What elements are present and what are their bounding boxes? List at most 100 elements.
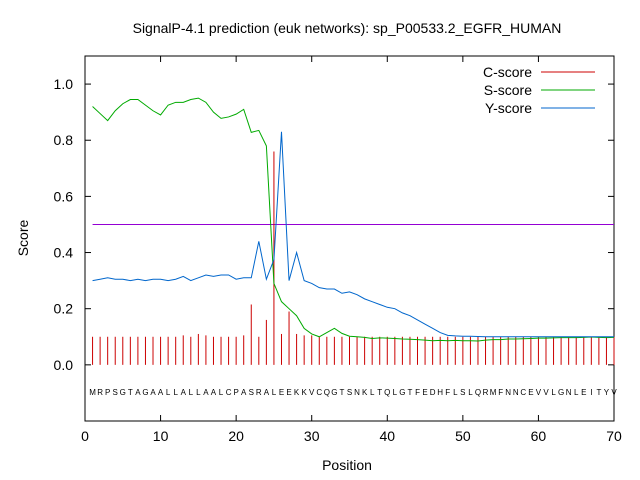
sequence-letter: L — [166, 388, 171, 397]
sequence-letter: E — [581, 388, 586, 397]
sequence-letter: L — [196, 388, 201, 397]
sequence-letter: N — [513, 388, 519, 397]
y-tick-label: 0.6 — [54, 188, 74, 204]
sequence-letter: M — [490, 388, 497, 397]
sequence-letter: K — [294, 388, 300, 397]
sequence-letter: E — [279, 388, 284, 397]
sequence-letter: S — [113, 388, 118, 397]
sequence-letter: L — [219, 388, 224, 397]
sequence-letter: R — [256, 388, 262, 397]
sequence-letter: L — [468, 388, 473, 397]
y-tick-label: 0.8 — [54, 132, 74, 148]
sequence-letter: I — [590, 388, 592, 397]
s-score-series — [92, 97, 615, 342]
sequence-letter: L — [370, 388, 375, 397]
sequence-letter: Y — [604, 388, 610, 397]
c-score-series — [92, 151, 615, 365]
y-tick-label: 0.4 — [54, 245, 74, 261]
sequence-letter: S — [249, 388, 254, 397]
sequence-letter: T — [339, 388, 344, 397]
x-tick-label: 50 — [455, 428, 471, 444]
y-score-line — [92, 131, 614, 338]
sequence-letter: C — [316, 388, 322, 397]
sequence-letter: P — [233, 388, 238, 397]
sequence-letter: N — [505, 388, 511, 397]
axis-ticks: 0 10 20 30 40 50 60 70 0.0 0.2 0.4 0.6 0.8 1.0 — [54, 56, 622, 444]
sequence-letter: V — [611, 388, 617, 397]
sequence-letter: S — [347, 388, 352, 397]
sequence-letter: A — [150, 388, 156, 397]
legend-label: C-score — [483, 64, 532, 80]
sequence-letter: A — [264, 388, 270, 397]
sequence-letter: L — [173, 388, 178, 397]
sequence-letter: C — [520, 388, 526, 397]
sequence-letter: V — [536, 388, 542, 397]
sequence-letter: L — [551, 388, 556, 397]
sequence-letter: R — [483, 388, 489, 397]
sequence-letter: L — [453, 388, 458, 397]
sequence-letter: E — [422, 388, 427, 397]
sequence-letter: K — [362, 388, 368, 397]
sequence-letter: M — [89, 388, 96, 397]
sequence-letter: Q — [475, 388, 481, 397]
sequence-letter: A — [203, 388, 209, 397]
sequence-letter: K — [301, 388, 307, 397]
sequence-letter: S — [460, 388, 465, 397]
sequence-letter: A — [211, 388, 217, 397]
legend-label: Y-score — [485, 100, 532, 116]
x-tick-label: 70 — [606, 428, 622, 444]
sequence-letter: L — [272, 388, 277, 397]
sequence-letter: A — [181, 388, 187, 397]
sequence-letter: G — [558, 388, 564, 397]
sequence-letter: C — [226, 388, 232, 397]
sequence-letter: F — [415, 388, 420, 397]
sequence-letter: L — [393, 388, 398, 397]
sequence-letter: G — [331, 388, 337, 397]
sequence-letter: F — [498, 388, 503, 397]
sequence-letter: V — [543, 388, 549, 397]
sequence-letter: G — [142, 388, 148, 397]
sequence-letter: G — [399, 388, 405, 397]
sequence-letter: A — [135, 388, 141, 397]
sequence-letter: E — [286, 388, 291, 397]
x-tick-label: 10 — [153, 428, 169, 444]
sequence-letter: N — [566, 388, 572, 397]
sequence-letter: Q — [324, 388, 330, 397]
sequence-letter: R — [97, 388, 103, 397]
y-tick-label: 0.2 — [54, 301, 74, 317]
x-tick-label: 60 — [531, 428, 547, 444]
sequence-letter: T — [596, 388, 601, 397]
sequence-letter: N — [354, 388, 360, 397]
sequence-letter: A — [158, 388, 164, 397]
legend-label: S-score — [484, 82, 532, 98]
legend: C-score S-score Y-score — [483, 64, 595, 116]
chart-title: SignalP-4.1 prediction (euk networks): s… — [133, 20, 562, 36]
sequence-letter: A — [241, 388, 247, 397]
x-tick-label: 30 — [304, 428, 320, 444]
y-tick-label: 1.0 — [54, 76, 74, 92]
sequence-letter: T — [128, 388, 133, 397]
sequence-letter: L — [189, 388, 194, 397]
x-tick-label: 40 — [379, 428, 395, 444]
sequence-letter: D — [430, 388, 436, 397]
y-score-series — [92, 131, 614, 338]
y-tick-label: 0.0 — [54, 357, 74, 373]
sequence-letter: T — [377, 388, 382, 397]
sequence-letter: F — [445, 388, 450, 397]
sequence-letter: V — [309, 388, 315, 397]
sequence-letter: G — [120, 388, 126, 397]
s-score-line — [92, 97, 615, 342]
plot-frame — [84, 55, 615, 422]
x-tick-label: 20 — [228, 428, 244, 444]
y-axis-label: Score — [15, 220, 31, 257]
sequence-letter: H — [437, 388, 443, 397]
sequence-letter: T — [408, 388, 413, 397]
x-tick-label: 0 — [81, 428, 89, 444]
sequence-letter: Q — [384, 388, 390, 397]
sequence-letter: L — [574, 388, 579, 397]
sequence-letter: E — [528, 388, 533, 397]
sequence-letter: P — [105, 388, 110, 397]
x-axis-label: Position — [322, 457, 372, 473]
